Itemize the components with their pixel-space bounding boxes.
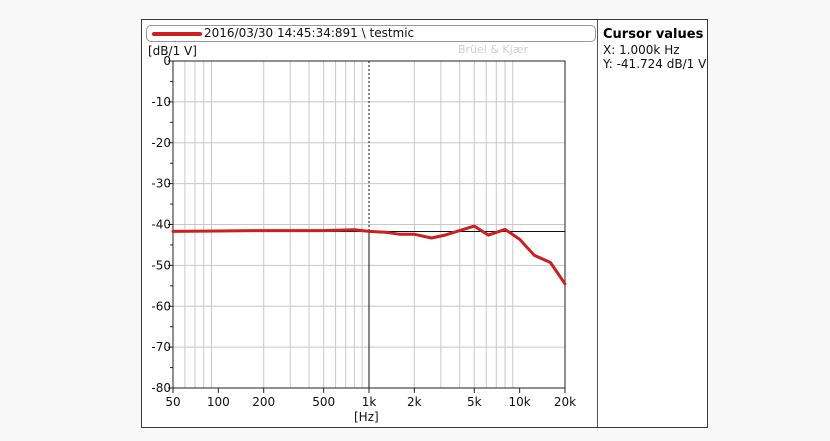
legend-swatch [152, 32, 202, 36]
legend[interactable]: 2016/03/30 14:45:34:891 \ testmic [146, 25, 596, 42]
x-tick-label: 200 [252, 395, 275, 409]
y-tick-label: -50 [151, 258, 171, 272]
y-tick-label: -70 [151, 340, 171, 354]
legend-label: 2016/03/30 14:45:34:891 \ testmic [204, 26, 415, 40]
x-tick-label: 100 [207, 395, 230, 409]
x-axis-label: [Hz] [354, 410, 379, 424]
y-tick-label: -60 [151, 299, 171, 313]
cursor-values-panel: Cursor values X: 1.000k Hz Y: -41.724 dB… [603, 27, 706, 71]
series-line[interactable] [171, 224, 567, 286]
x-tick-label: 50 [165, 395, 180, 409]
x-tick-label: 20k [554, 395, 576, 409]
y-tick-label: -80 [151, 381, 171, 395]
y-tick-label: -30 [151, 177, 171, 191]
y-axis-label: [dB/1 V] [148, 44, 197, 58]
x-tick-label: 500 [312, 395, 335, 409]
brand-watermark: Brüel & Kjær [458, 43, 529, 56]
cursor-x-value: X: 1.000k Hz [603, 43, 680, 57]
y-tick-label: -10 [151, 95, 171, 109]
chart-frame [141, 19, 708, 428]
x-tick-label: 5k [467, 395, 482, 409]
x-tick-label: 2k [407, 395, 422, 409]
cursor-y-value: Y: -41.724 dB/1 V [603, 57, 707, 71]
y-tick-label: 0 [163, 54, 171, 68]
y-tick-label: -20 [151, 136, 171, 150]
x-tick-label: 10k [509, 395, 531, 409]
x-tick-label: 1k [362, 395, 377, 409]
cursor-values-title: Cursor values [603, 27, 704, 42]
y-tick-label: -40 [151, 218, 171, 232]
panel-divider [597, 20, 598, 427]
